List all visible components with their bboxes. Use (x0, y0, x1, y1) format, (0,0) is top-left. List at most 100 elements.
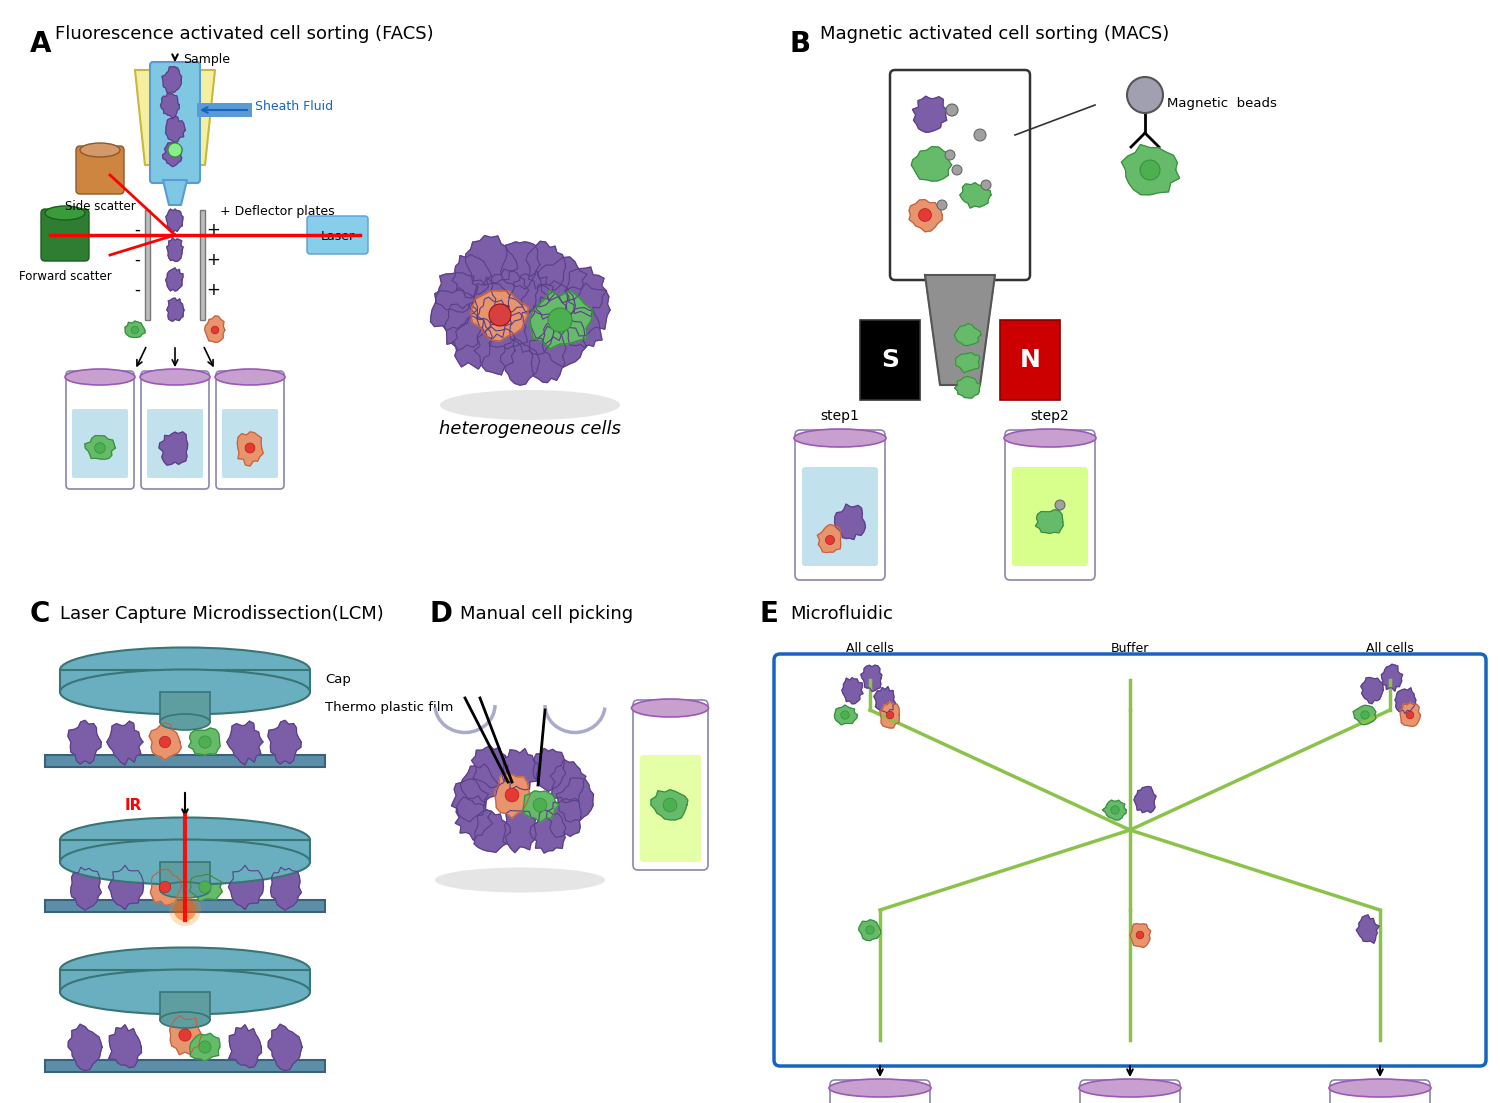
Ellipse shape (214, 370, 285, 385)
Polygon shape (471, 291, 528, 341)
Ellipse shape (170, 895, 201, 927)
Ellipse shape (64, 370, 135, 385)
Ellipse shape (160, 882, 210, 898)
FancyBboxPatch shape (890, 69, 1030, 280)
Polygon shape (537, 257, 586, 302)
Polygon shape (1360, 677, 1383, 704)
FancyBboxPatch shape (222, 409, 278, 478)
Ellipse shape (1078, 1079, 1180, 1097)
Circle shape (1054, 500, 1065, 510)
Ellipse shape (174, 899, 196, 921)
Polygon shape (68, 720, 100, 764)
Polygon shape (858, 920, 880, 941)
Polygon shape (543, 318, 586, 367)
FancyBboxPatch shape (216, 371, 284, 489)
Polygon shape (530, 810, 566, 853)
Polygon shape (1356, 914, 1380, 943)
Circle shape (886, 711, 894, 719)
FancyBboxPatch shape (633, 700, 708, 870)
Ellipse shape (45, 206, 86, 219)
Polygon shape (495, 773, 530, 818)
Ellipse shape (60, 647, 310, 693)
Text: C: C (30, 600, 51, 628)
Polygon shape (556, 778, 594, 822)
Polygon shape (190, 1034, 220, 1061)
Bar (196, 103, 252, 117)
Ellipse shape (60, 839, 310, 885)
Polygon shape (1395, 688, 1416, 714)
Polygon shape (159, 432, 188, 465)
Polygon shape (490, 269, 528, 313)
Polygon shape (526, 242, 566, 291)
Polygon shape (189, 875, 222, 901)
Polygon shape (162, 67, 182, 94)
Polygon shape (530, 326, 566, 383)
Polygon shape (567, 308, 602, 347)
Text: Thermo plastic film: Thermo plastic film (326, 702, 453, 715)
Ellipse shape (830, 1079, 932, 1097)
Polygon shape (474, 277, 510, 325)
Polygon shape (270, 867, 302, 910)
Text: All cells: All cells (846, 642, 894, 655)
Polygon shape (465, 236, 518, 285)
Polygon shape (228, 866, 264, 910)
Polygon shape (954, 376, 981, 398)
Circle shape (168, 143, 182, 157)
Bar (60, 970, 310, 992)
Bar (60, 670, 310, 692)
Polygon shape (228, 1025, 261, 1068)
Circle shape (94, 442, 105, 453)
Polygon shape (164, 180, 188, 205)
Circle shape (945, 150, 956, 160)
Ellipse shape (80, 143, 120, 157)
Circle shape (1140, 160, 1160, 180)
Polygon shape (530, 290, 592, 349)
Text: + Deflector plates: + Deflector plates (220, 205, 334, 218)
Text: +: + (206, 281, 220, 299)
Circle shape (1126, 77, 1162, 113)
FancyBboxPatch shape (40, 208, 88, 261)
Polygon shape (435, 272, 478, 312)
Polygon shape (106, 721, 142, 765)
Polygon shape (452, 779, 489, 822)
Polygon shape (165, 117, 186, 142)
Polygon shape (1353, 705, 1376, 725)
Polygon shape (70, 867, 102, 910)
Polygon shape (150, 869, 182, 906)
Bar (1000, 320, 1060, 400)
Text: Fluorescence activated cell sorting (FACS): Fluorescence activated cell sorting (FAC… (56, 25, 434, 43)
FancyBboxPatch shape (150, 62, 200, 183)
Circle shape (159, 881, 171, 892)
Polygon shape (170, 1016, 201, 1054)
Polygon shape (956, 353, 980, 373)
Circle shape (865, 925, 874, 934)
Polygon shape (532, 748, 566, 791)
Text: Laser: Laser (321, 231, 356, 244)
Polygon shape (160, 93, 180, 118)
Text: IR: IR (124, 797, 142, 813)
Polygon shape (148, 722, 182, 760)
Polygon shape (108, 1025, 141, 1068)
Ellipse shape (160, 1011, 210, 1028)
Text: Sheath Fluid: Sheath Fluid (255, 100, 333, 114)
Circle shape (842, 710, 849, 719)
Bar (200, 210, 206, 320)
Text: N: N (1020, 349, 1041, 372)
Polygon shape (912, 96, 946, 132)
Polygon shape (162, 142, 182, 167)
Text: B: B (790, 30, 812, 58)
Polygon shape (452, 317, 492, 370)
Polygon shape (474, 326, 514, 375)
Ellipse shape (60, 817, 310, 863)
Polygon shape (166, 298, 184, 321)
Polygon shape (954, 323, 981, 345)
FancyBboxPatch shape (802, 467, 877, 566)
Circle shape (946, 104, 958, 116)
Polygon shape (503, 811, 536, 853)
Polygon shape (909, 200, 942, 232)
Circle shape (489, 304, 512, 326)
Polygon shape (861, 665, 882, 692)
Polygon shape (651, 790, 688, 820)
Polygon shape (430, 288, 477, 331)
Polygon shape (108, 866, 144, 910)
